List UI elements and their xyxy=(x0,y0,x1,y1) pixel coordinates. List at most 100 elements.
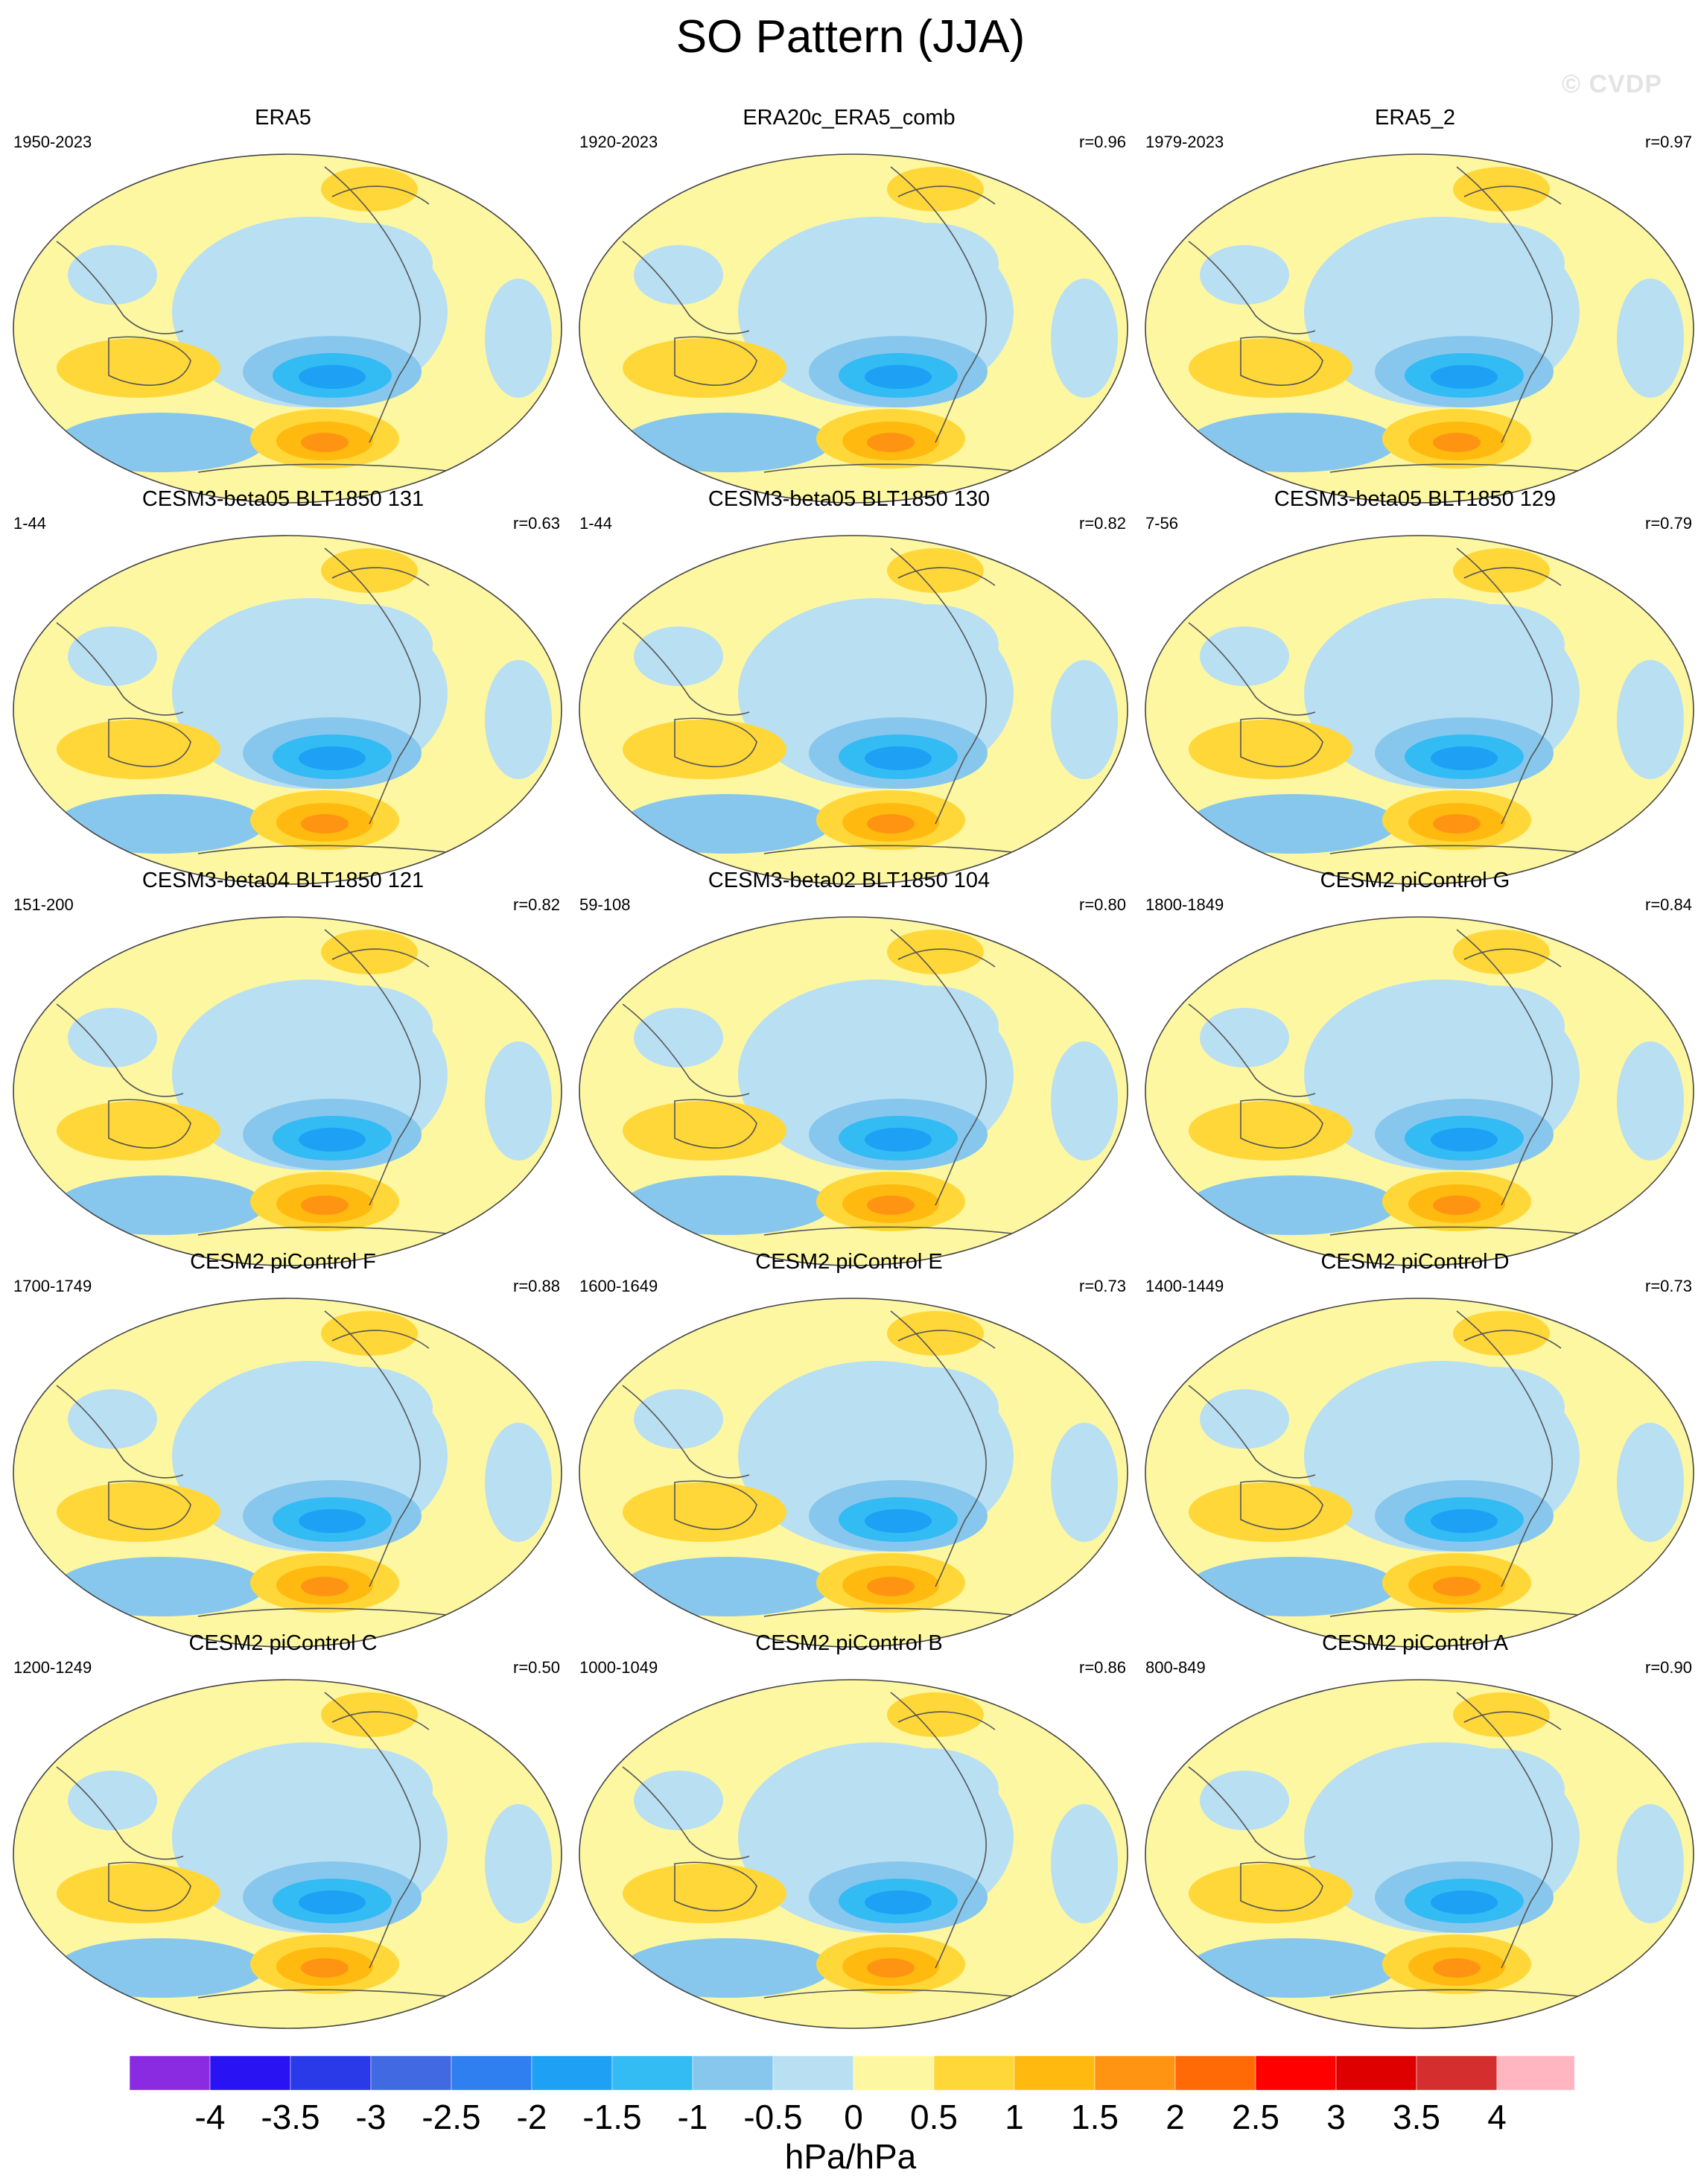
panel-correlation: r=0.79 xyxy=(1645,514,1692,533)
panel-title: ERA5_2 xyxy=(1374,106,1455,130)
arctic-coastline xyxy=(1463,1711,1562,1730)
atlantic-negative-region xyxy=(1051,1423,1118,1542)
map-panel: CESM2 piControl G 1800-1849 r=0.84 xyxy=(1132,869,1698,1266)
atlantic-negative-region xyxy=(1617,660,1684,779)
atlantic-negative-region xyxy=(1051,1041,1118,1161)
colorbar-swatch xyxy=(1496,2055,1574,2091)
south-america-coastline xyxy=(369,1900,400,1969)
australia-coastline xyxy=(108,1861,191,1911)
arctic-coastline xyxy=(897,948,996,968)
south-pacific-negative-center xyxy=(299,365,366,389)
panel-title: CESM2 piControl G xyxy=(1320,869,1510,892)
south-pacific-negative-center xyxy=(865,365,932,389)
australia-positive-region xyxy=(57,1101,220,1161)
colorbar-tick-label: 2 xyxy=(1166,2098,1185,2136)
colorbar-swatch xyxy=(853,2055,935,2091)
indian-negative-region xyxy=(1200,1771,1289,1830)
panel-title: CESM3-beta05 BLT1850 130 xyxy=(708,487,991,511)
panel-title: CESM3-beta05 BLT1850 131 xyxy=(142,487,425,511)
indian-negative-region xyxy=(634,626,723,686)
australia-coastline xyxy=(1240,717,1323,767)
southern-ocean-negative-region xyxy=(57,794,265,854)
map-panel: CESM2 piControl B 1000-1049 r=0.86 xyxy=(566,1631,1132,2029)
panel-years: 1979-2023 xyxy=(1145,133,1224,151)
arctic-positive-region xyxy=(321,167,418,212)
colorbar-tick-label: -3.5 xyxy=(261,2098,319,2136)
panel-correlation: r=0.88 xyxy=(513,1277,560,1295)
americas-coastline xyxy=(324,547,421,758)
south-america-coastline xyxy=(1501,375,1532,443)
colorbar-swatch xyxy=(129,2055,211,2091)
panel-title: CESM3-beta02 BLT1850 104 xyxy=(708,869,991,892)
map-globe xyxy=(1145,916,1694,1266)
arctic-coastline xyxy=(1463,185,1562,205)
panel-correlation: r=0.96 xyxy=(1079,133,1126,151)
colorbar-swatch xyxy=(1014,2055,1096,2091)
colorbar-tick-label: -0.5 xyxy=(743,2098,802,2136)
panel-correlation: r=0.90 xyxy=(1645,1658,1692,1677)
colorbar-tick-label: -2.5 xyxy=(422,2098,480,2136)
panel-correlation: r=0.84 xyxy=(1645,895,1692,914)
asia-coastline xyxy=(1188,1385,1316,1479)
southern-ocean-negative-region xyxy=(1189,1557,1397,1616)
asia-coastline xyxy=(1188,622,1316,716)
map-panel: CESM3-beta05 BLT1850 130 1-44 r=0.82 xyxy=(566,487,1132,885)
asia-coastline xyxy=(56,1003,184,1097)
americas-coastline xyxy=(1456,1310,1553,1520)
colorbar-units: hPa/hPa xyxy=(784,2137,917,2176)
colorbar-swatch xyxy=(611,2055,693,2091)
south-pacific-negative-center xyxy=(1431,1891,1498,1914)
globe-outline xyxy=(1145,535,1694,885)
indian-negative-region xyxy=(1200,1389,1289,1449)
south-pacific-negative-center xyxy=(299,746,366,770)
south-america-coastline xyxy=(369,1519,400,1587)
panel-title: CESM2 piControl D xyxy=(1320,1250,1510,1274)
antarctic-positive-center xyxy=(301,433,349,452)
australia-positive-region xyxy=(623,720,786,779)
panel-years: 1-44 xyxy=(579,514,613,533)
map-globe xyxy=(13,1679,562,2029)
map-panel: CESM3-beta05 BLT1850 131 1-44 r=0.63 xyxy=(0,487,566,885)
south-pacific-negative-center xyxy=(1431,365,1498,389)
australia-positive-region xyxy=(1189,1101,1352,1161)
antarctic-positive-center xyxy=(867,1958,915,1978)
colorbar-swatch xyxy=(451,2055,532,2091)
arctic-coastline xyxy=(331,948,430,968)
arctic-coastline xyxy=(897,567,996,586)
australia-positive-region xyxy=(623,1864,786,1923)
map-panel: CESM3-beta02 BLT1850 104 59-108 r=0.80 xyxy=(566,869,1132,1266)
south-america-coastline xyxy=(935,1137,966,1206)
antarctic-positive-center xyxy=(867,1577,915,1596)
southern-ocean-negative-region xyxy=(57,1557,265,1616)
globe-outline xyxy=(1145,916,1694,1266)
americas-coastline xyxy=(890,1692,987,1902)
australia-positive-region xyxy=(57,1482,220,1542)
north-pacific-negative-region xyxy=(1423,1748,1565,1830)
colorbar-swatch xyxy=(933,2055,1015,2091)
colorbar-tick-label: 3 xyxy=(1326,2098,1346,2136)
panel-correlation: r=0.82 xyxy=(513,895,560,914)
colorbar-swatch xyxy=(1174,2055,1256,2091)
globe-outline xyxy=(13,916,562,1266)
map-panel: CESM2 piControl E 1600-1649 r=0.73 xyxy=(566,1250,1132,1648)
southern-ocean-negative-region xyxy=(623,413,831,472)
map-globe xyxy=(1145,1679,1694,2029)
map-panel: CESM2 piControl A 800-849 r=0.90 xyxy=(1132,1631,1698,2029)
australia-coastline xyxy=(674,1099,757,1149)
north-pacific-negative-region xyxy=(857,1748,999,1830)
arctic-coastline xyxy=(1463,567,1562,586)
atlantic-negative-region xyxy=(485,660,552,779)
antarctic-positive-center xyxy=(1433,1577,1481,1596)
colorbar: -4 -3.5 -3 -2.5 -2 -1.5 -1 -0.5 0 0.5 1 1.5 2 2.5 3 3.5… xyxy=(129,2055,1574,2136)
australia-positive-region xyxy=(1189,338,1352,398)
antarctic-positive-center xyxy=(301,1958,349,1978)
atlantic-negative-region xyxy=(1617,1423,1684,1542)
arctic-positive-region xyxy=(1453,1311,1550,1356)
panel-years: 1920-2023 xyxy=(579,133,658,151)
north-pacific-negative-region xyxy=(291,1367,433,1449)
north-pacific-negative-region xyxy=(857,604,999,686)
indian-negative-region xyxy=(634,1008,723,1067)
arctic-positive-region xyxy=(887,548,984,593)
arctic-positive-region xyxy=(321,548,418,593)
atlantic-negative-region xyxy=(1617,279,1684,398)
